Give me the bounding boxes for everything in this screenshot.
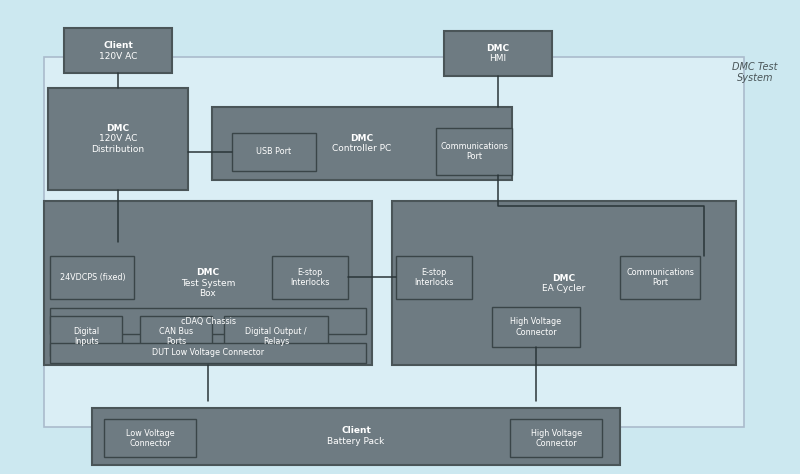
Text: Port: Port (652, 278, 668, 287)
Text: Controller PC: Controller PC (332, 144, 392, 153)
Bar (212, 107, 512, 180)
Text: Interlocks: Interlocks (290, 278, 330, 287)
Bar (436, 128, 512, 175)
Text: Interlocks: Interlocks (414, 278, 454, 287)
Text: Client: Client (103, 41, 133, 50)
Text: Client: Client (341, 427, 371, 435)
Bar (50, 343, 366, 363)
Bar (224, 316, 328, 356)
Text: E-stop: E-stop (298, 268, 322, 276)
Text: Connector: Connector (535, 439, 578, 448)
Text: Ports: Ports (166, 337, 186, 346)
Text: cDAQ Chassis: cDAQ Chassis (181, 317, 236, 326)
Text: CAN Bus: CAN Bus (159, 327, 193, 336)
Text: Connector: Connector (129, 439, 171, 448)
Text: Distribution: Distribution (91, 145, 145, 154)
Bar (232, 133, 316, 171)
Text: Port: Port (466, 153, 482, 161)
Text: High Voltage: High Voltage (531, 429, 582, 438)
Text: HMI: HMI (490, 54, 506, 63)
Bar (272, 256, 348, 299)
Bar (48, 88, 188, 190)
Text: Low Voltage: Low Voltage (126, 429, 174, 438)
Text: Relays: Relays (263, 337, 289, 346)
Bar (64, 28, 172, 73)
Bar (50, 308, 366, 334)
Text: Battery Pack: Battery Pack (327, 437, 385, 446)
Text: 120V AC: 120V AC (99, 52, 137, 61)
Bar (444, 31, 552, 76)
Text: USB Port: USB Port (257, 147, 291, 156)
Text: Communications: Communications (626, 268, 694, 276)
Text: Inputs: Inputs (74, 337, 98, 346)
Bar (92, 408, 620, 465)
Bar (510, 419, 602, 457)
Text: Box: Box (200, 289, 216, 298)
Text: DMC: DMC (553, 273, 575, 283)
Text: Digital: Digital (74, 327, 99, 336)
Text: Digital Output /: Digital Output / (245, 327, 307, 336)
Text: EA Cycler: EA Cycler (542, 284, 586, 293)
Text: DMC: DMC (106, 124, 130, 133)
Text: DMC: DMC (350, 134, 374, 143)
Bar (392, 201, 736, 365)
Text: DMC: DMC (197, 268, 219, 277)
Bar (104, 419, 196, 457)
Bar (50, 256, 134, 299)
Text: Test System: Test System (181, 279, 235, 288)
Text: 24VDCPS (fixed): 24VDCPS (fixed) (59, 273, 126, 282)
Bar (396, 256, 472, 299)
Bar (44, 57, 744, 427)
Text: DMC: DMC (486, 44, 510, 53)
Bar (140, 316, 212, 356)
Text: DUT Low Voltage Connector: DUT Low Voltage Connector (152, 348, 265, 357)
Bar (44, 201, 372, 365)
Text: Communications: Communications (440, 142, 508, 151)
Text: Connector: Connector (515, 328, 557, 337)
Bar (620, 256, 700, 299)
Text: E-stop: E-stop (422, 268, 446, 276)
Bar (50, 316, 122, 356)
Text: 120V AC: 120V AC (99, 134, 137, 143)
Text: DMC Test
System: DMC Test System (732, 62, 778, 83)
Text: High Voltage: High Voltage (510, 317, 562, 326)
Bar (492, 307, 580, 347)
